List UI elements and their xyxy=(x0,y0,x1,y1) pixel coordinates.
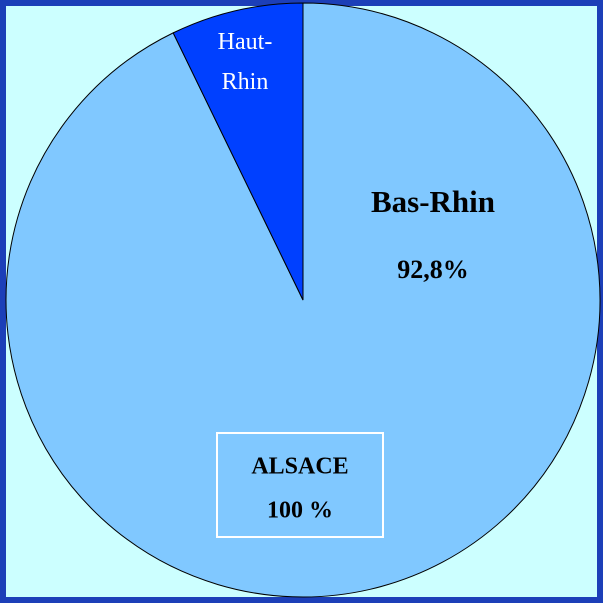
slice-label: Bas-Rhin xyxy=(371,184,495,219)
center-box xyxy=(216,432,384,538)
slice-label: Haut-Rhin xyxy=(217,29,273,95)
center-label: ALSACE xyxy=(251,454,348,480)
value-label: 92,8% xyxy=(397,255,469,284)
pie-slice xyxy=(172,2,304,301)
center-label: 100 % xyxy=(267,498,333,524)
